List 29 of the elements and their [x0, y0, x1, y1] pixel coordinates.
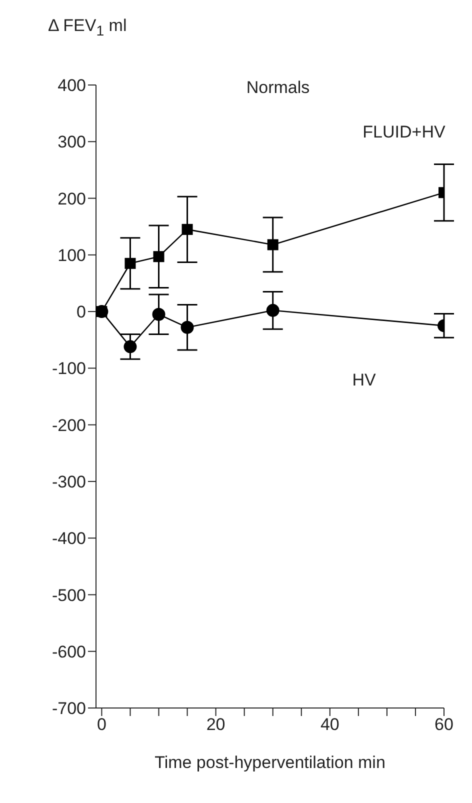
y-tick-label: -700 [52, 699, 86, 718]
y-tick-label: 100 [58, 246, 86, 265]
x-tick-label: 60 [434, 715, 454, 734]
y-tick-label: -600 [52, 642, 86, 662]
point [180, 320, 194, 334]
x-axis-title: Time post-hyperventilation min [154, 753, 386, 772]
y-tick-label: 300 [58, 132, 86, 152]
point [124, 340, 137, 354]
point [124, 258, 136, 269]
text: HV [352, 370, 376, 390]
point [152, 308, 166, 321]
chart-title: Normals [245, 78, 311, 98]
x-tick-label: 20 [206, 715, 226, 734]
y-tick-label: 400 [58, 76, 86, 96]
y-tick-label: -400 [52, 529, 86, 548]
point [153, 251, 164, 262]
y-tick-label: -200 [52, 416, 86, 435]
x-tick-label: 0 [96, 715, 106, 734]
y-tick-label: 0 [76, 302, 86, 322]
point [266, 304, 280, 317]
y-tick-label: -300 [52, 472, 86, 492]
point [267, 239, 278, 250]
y-tick-label: 200 [58, 189, 86, 208]
text: FLUID+HV [362, 122, 446, 142]
y-axis-title: Δ FEV$_{1}$ ml [48, 16, 127, 40]
y-tick-label: -500 [52, 586, 86, 605]
point [182, 224, 193, 235]
y-tick-label: -100 [52, 359, 86, 378]
x-tick-label: 40 [320, 715, 340, 734]
